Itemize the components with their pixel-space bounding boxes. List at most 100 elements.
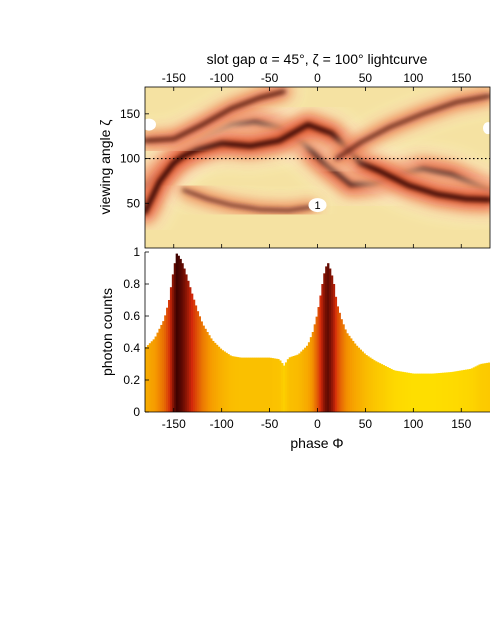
lightcurve-bar (342, 324, 345, 412)
lightcurve-bar (279, 360, 282, 412)
lightcurve-bar (315, 316, 318, 412)
lightcurve-bar (375, 361, 378, 412)
lightcurve-bar (352, 340, 355, 412)
x-tick-label: 50 (359, 71, 373, 85)
lightcurve-bar (394, 370, 397, 412)
lightcurve-bar (346, 333, 349, 412)
lightcurve-bar (484, 363, 487, 412)
lightcurve-bar (223, 351, 226, 412)
lightcurve-bar (309, 337, 313, 412)
lightcurve-bar (401, 371, 405, 412)
lightcurve-bar (355, 345, 359, 412)
top-y-axis: 50 100 150 (120, 107, 149, 210)
lightcurve-bar (376, 362, 380, 412)
lightcurve-bar (378, 363, 382, 412)
lightcurve-bar (185, 274, 188, 412)
lightcurve-bar (340, 319, 343, 412)
lightcurve-bar (338, 312, 341, 412)
lightcurve-bar (290, 356, 293, 412)
lightcurve-bar (168, 300, 171, 412)
lightcurve-bar (288, 357, 292, 412)
lightcurve-bar (336, 306, 339, 412)
lightcurve-bar (311, 332, 315, 412)
lightcurve-bar (307, 342, 311, 412)
lightcurve-bar (373, 360, 376, 412)
lightcurve-bar (325, 266, 328, 412)
lightcurve-bar (166, 307, 169, 412)
x-tick-label: 100 (403, 417, 423, 431)
lightcurve-bar (284, 362, 288, 412)
lightcurve-bar (438, 373, 441, 412)
lightcurve-bar (277, 359, 280, 412)
lightcurve-bar (461, 370, 464, 412)
x-tick-label: 0 (314, 71, 321, 85)
lightcurve-bar (260, 357, 263, 412)
lightcurve-bar (248, 357, 251, 412)
lightcurve-bar (380, 364, 384, 412)
lightcurve-bar (286, 359, 290, 412)
lightcurve-bar (426, 373, 430, 412)
lightcurve-bar (164, 315, 167, 412)
lightcurve-bar (254, 357, 257, 412)
lightcurve-bar (231, 356, 234, 412)
lightcurve-bar (405, 372, 408, 412)
lightcurve-bar (472, 367, 476, 412)
lightcurve-bar (323, 273, 326, 412)
lightcurve-bar (212, 340, 215, 412)
lightcurve-bar (158, 328, 161, 412)
lightcurve-bar (449, 372, 453, 412)
y-tick-label: 1 (133, 245, 140, 259)
lightcurve-bar (399, 371, 403, 412)
lightcurve-bar (411, 373, 414, 412)
lightcurve-bar (313, 324, 316, 412)
lightcurve-bar (196, 311, 200, 412)
lightcurve-bar (173, 263, 177, 412)
caustic-curve (145, 105, 490, 230)
y-tick-label: 0.4 (123, 341, 140, 355)
lightcurve-bar (470, 368, 474, 412)
lightcurve-bar (296, 354, 299, 412)
caustic-curve (175, 181, 321, 219)
lightcurve-bar (396, 370, 399, 412)
lightcurve-bar (413, 373, 416, 412)
lightcurve-bar (369, 357, 372, 412)
x-tick-label: 100 (403, 71, 423, 85)
lightcurve-bar (332, 284, 336, 412)
lightcurve-bar (367, 356, 370, 412)
lightcurve-bar (271, 358, 274, 412)
chart-title: slot gap α = 45°, ζ = 100° lightcurve (207, 51, 428, 67)
lightcurve-bar (422, 373, 426, 412)
lightcurve-bar (204, 328, 207, 412)
y-tick-label: 0.6 (123, 309, 140, 323)
lightcurve-bar (409, 373, 412, 412)
lightcurve-bar (269, 357, 272, 412)
caustic-curve (145, 87, 296, 152)
lightcurve-panel: -150 -100 -50 0 50 100 150 0 0.2 0.4 0.6 0.8 1 phas… (99, 245, 490, 451)
lightcurve-bar (467, 369, 470, 412)
lightcurve-bar (283, 365, 286, 412)
x-tick-label: 150 (451, 417, 471, 431)
lightcurve-bar (275, 358, 278, 412)
lightcurve-bar (145, 347, 148, 412)
lightcurve-bar (455, 371, 458, 412)
lightcurve-bar (478, 364, 481, 412)
lightcurve-bar (267, 357, 270, 412)
lightcurve-bar (194, 305, 198, 412)
lightcurve-bar (281, 363, 284, 412)
heatmap-panel: slot gap α = 45°, ζ = 100° lightcurve 1 … (97, 51, 491, 249)
lightcurve-bar (160, 324, 163, 412)
lightcurve-bar (430, 373, 433, 412)
lightcurve-bar (476, 365, 479, 412)
lightcurve-bar (365, 355, 368, 412)
x-tick-label: -100 (210, 417, 234, 431)
lightcurve-bar (350, 338, 353, 412)
lightcurve-bar (321, 284, 324, 412)
annotation-marker (308, 198, 327, 213)
lightcurve-bar (210, 338, 213, 412)
bottom-y-axis: 0 0.2 0.4 0.6 0.8 1 (123, 245, 149, 419)
lightcurve-bar (162, 321, 165, 412)
lightcurve-bar (382, 365, 385, 412)
x-tick-label: 150 (451, 71, 471, 85)
lightcurve-bar (432, 373, 435, 412)
